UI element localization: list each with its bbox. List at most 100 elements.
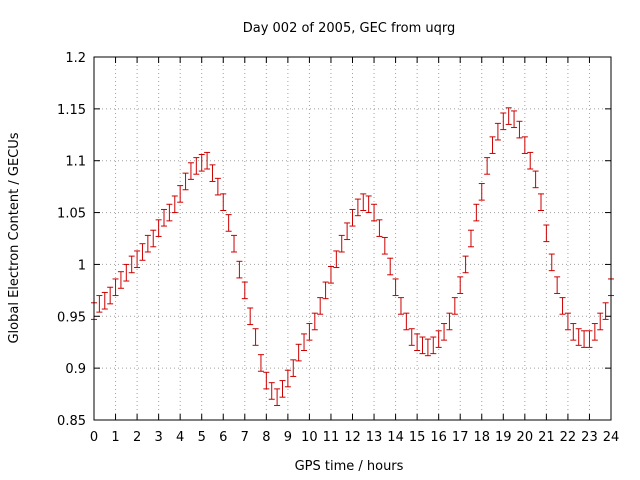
data-point — [586, 330, 593, 348]
data-point — [107, 286, 114, 305]
y-tick-label: 0.85 — [57, 414, 86, 429]
x-axis-label: GPS time / hours — [295, 459, 404, 474]
x-tick-label: 7 — [241, 430, 249, 445]
data-point — [484, 157, 491, 175]
x-tick-label: 3 — [154, 430, 162, 445]
grid — [94, 57, 611, 420]
data-point — [591, 323, 598, 341]
data-point — [236, 260, 243, 279]
data-point — [344, 222, 351, 241]
data-point — [279, 380, 286, 398]
data-point — [570, 323, 577, 341]
data-point — [381, 236, 388, 255]
y-tick-label: 1.05 — [57, 207, 86, 222]
data-point — [403, 312, 410, 331]
data-point — [365, 195, 372, 214]
data-point — [360, 193, 367, 211]
y-tick-label: 1.2 — [65, 51, 86, 66]
y-tick-label: 1.15 — [57, 103, 86, 118]
x-tick-label: 13 — [366, 430, 383, 445]
data-point — [144, 234, 151, 253]
y-tick-label: 1 — [78, 258, 86, 273]
data-point — [290, 359, 297, 377]
data-point — [117, 271, 124, 289]
data-point — [134, 250, 141, 269]
data-point — [101, 291, 108, 310]
y-tick-label: 1.1 — [65, 155, 86, 170]
tick-marks — [93, 56, 612, 421]
data-point — [327, 266, 334, 284]
data-point — [505, 107, 512, 125]
data-point — [123, 263, 130, 282]
y-tick-label: 0.9 — [65, 362, 86, 377]
data-point — [424, 338, 431, 357]
data-point — [419, 336, 426, 355]
data-point — [338, 234, 345, 253]
data-point — [193, 157, 200, 175]
x-tick-label: 14 — [387, 430, 404, 445]
data-point — [451, 297, 458, 315]
x-tick-label: 16 — [430, 430, 447, 445]
data-point — [462, 255, 469, 274]
x-tick-label: 21 — [538, 430, 555, 445]
data-point — [441, 323, 448, 341]
data-point — [182, 172, 189, 191]
data-point — [284, 369, 291, 388]
data-point — [457, 276, 464, 294]
data-point — [198, 153, 205, 172]
data-point — [489, 136, 496, 154]
data-point — [247, 307, 254, 326]
data-point — [430, 336, 437, 355]
data-point — [354, 198, 361, 217]
data-point — [511, 110, 518, 129]
data-point — [171, 195, 178, 214]
data-point — [414, 333, 421, 352]
data-point — [602, 302, 609, 320]
data-point — [187, 162, 194, 180]
x-tick-label: 18 — [473, 430, 490, 445]
x-tick-label: 24 — [603, 430, 620, 445]
plot-frame — [93, 56, 612, 421]
y-tick-labels: 0.85 0.9 0.95 1 1.05 1.1 1.15 1.2 — [57, 51, 86, 429]
data-point — [295, 343, 302, 362]
data-point — [548, 253, 555, 272]
x-tick-label: 17 — [452, 430, 469, 445]
x-tick-label: 0 — [90, 430, 98, 445]
data-point — [467, 229, 474, 248]
data-point — [532, 170, 539, 189]
data-point — [376, 219, 383, 237]
data-series — [91, 107, 614, 406]
data-point — [220, 193, 227, 211]
data-point — [559, 297, 566, 315]
y-tick-label: 0.95 — [57, 310, 86, 325]
data-point — [177, 185, 184, 203]
data-point — [408, 328, 415, 346]
data-point — [597, 312, 604, 331]
data-point — [166, 203, 173, 222]
data-point — [214, 177, 221, 196]
data-point — [231, 234, 238, 253]
x-tick-label: 22 — [560, 430, 577, 445]
data-point — [516, 120, 523, 139]
x-tick-label: 2 — [133, 430, 141, 445]
x-tick-label: 5 — [198, 430, 206, 445]
data-point — [257, 354, 264, 372]
x-tick-label: 1 — [111, 430, 119, 445]
x-tick-labels: 0 1 2 3 4 5 6 7 8 9 10 11 12 13 14 15 16 17 18 19 20 21 22 23 24 — [90, 430, 619, 445]
data-point — [575, 328, 582, 346]
data-point — [204, 151, 211, 170]
x-tick-label: 10 — [301, 430, 318, 445]
data-point — [527, 151, 534, 170]
data-point — [317, 297, 324, 315]
data-point — [435, 330, 442, 348]
data-point — [268, 382, 275, 400]
data-point — [225, 214, 232, 232]
data-point — [306, 323, 313, 341]
chart-title: Day 002 of 2005, GEC from uqrg — [243, 21, 456, 36]
data-point — [150, 229, 157, 248]
data-point — [397, 297, 404, 315]
data-point — [349, 208, 356, 227]
data-point — [387, 257, 394, 276]
data-point — [478, 183, 485, 201]
y-axis-label: Global Electron Content / GECUs — [7, 132, 22, 343]
